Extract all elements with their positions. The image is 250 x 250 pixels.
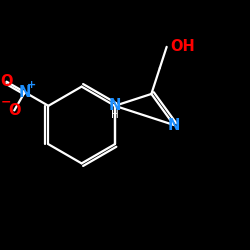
Text: N: N xyxy=(168,118,180,132)
Text: +: + xyxy=(27,80,36,90)
Text: N: N xyxy=(18,85,31,100)
Text: O: O xyxy=(8,103,20,118)
Text: OH: OH xyxy=(170,39,195,54)
Text: N: N xyxy=(109,98,121,113)
Text: −: − xyxy=(0,96,11,109)
Text: H: H xyxy=(111,110,119,120)
Text: O: O xyxy=(0,74,13,89)
